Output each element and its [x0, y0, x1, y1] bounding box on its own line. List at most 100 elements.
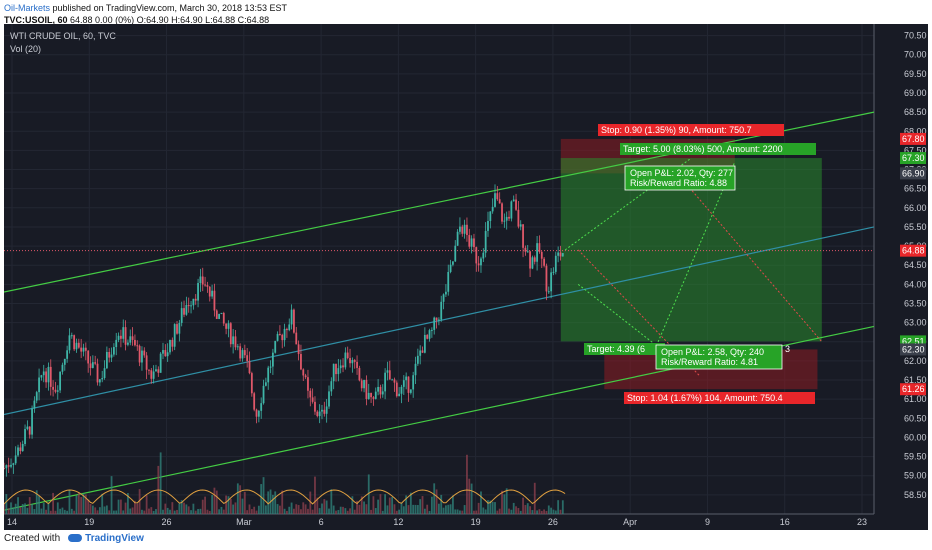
volume-bar: [253, 506, 256, 514]
candle-body: [171, 339, 174, 347]
candle-body: [155, 369, 157, 372]
volume-bar: [12, 507, 15, 514]
candle-body: [127, 342, 129, 345]
volume-bar: [463, 505, 466, 514]
volume-bar: [433, 483, 436, 514]
candle-body: [19, 447, 22, 452]
volume-bar: [136, 503, 139, 514]
volume-bar: [255, 510, 258, 514]
footer: Created with TradingView: [4, 533, 928, 549]
candle-body: [185, 305, 188, 315]
candle-body: [475, 247, 478, 264]
candle-body: [437, 319, 440, 321]
volume-bar: [526, 503, 529, 514]
volume-bar: [24, 503, 26, 514]
y-tick-label: 62.00: [904, 356, 927, 366]
volume-bar: [501, 490, 503, 514]
volume-bar: [445, 505, 447, 514]
volume-bar: [243, 491, 246, 514]
x-tick-label: 26: [162, 517, 172, 527]
volume-bar: [4, 503, 5, 514]
candle-body: [526, 251, 529, 253]
target-label-2[interactable]: Target: 4.39 (6: [584, 343, 665, 355]
volume-bar: [379, 494, 382, 514]
candle-body: [70, 335, 73, 337]
volume-bar: [162, 509, 164, 514]
candle-body: [381, 391, 384, 395]
price-badge-bg: [900, 383, 926, 396]
volume-bar: [484, 509, 487, 514]
y-tick-label: 59.00: [904, 471, 927, 481]
volume-bar: [311, 509, 314, 514]
volume-bar: [56, 502, 59, 514]
volume-bar: [199, 508, 202, 514]
stop-label-1[interactable]: Stop: 0.90 (1.35%) 90, Amount: 750.7: [598, 124, 784, 136]
candle-body: [498, 199, 501, 204]
candle-body: [169, 339, 171, 353]
volume-bar: [89, 503, 92, 514]
volume-ma-line: [4, 489, 566, 505]
candle-body: [162, 350, 164, 354]
price-badge: 62.51: [902, 336, 925, 346]
volume-bar: [250, 509, 253, 514]
candle-body: [402, 380, 405, 387]
candle-body: [260, 403, 263, 411]
candle-body: [491, 206, 494, 212]
volume-bar: [402, 506, 405, 514]
candle-body: [148, 369, 150, 371]
volume-bar: [391, 496, 394, 514]
author-link[interactable]: Oil-Markets: [4, 3, 51, 13]
volume-bar: [335, 510, 337, 514]
candle-body: [145, 355, 148, 370]
candle-body: [40, 375, 43, 378]
price-badge-bg: [900, 343, 926, 356]
candle-body: [218, 313, 221, 319]
candle-body: [52, 386, 55, 390]
volume-bar: [117, 499, 120, 514]
volume-bar: [400, 502, 403, 514]
candle-body: [384, 372, 387, 392]
candle-body: [248, 360, 251, 374]
channel-line-upper[interactable]: [4, 111, 875, 293]
volume-bar: [473, 510, 475, 514]
candle-body: [468, 235, 471, 247]
candle-body: [309, 390, 312, 398]
volume-bar: [239, 485, 242, 514]
volume-bar: [122, 510, 125, 514]
volume-bar: [63, 509, 66, 514]
volume-bar: [120, 499, 122, 514]
candle-body: [524, 247, 527, 252]
volume-bar: [309, 491, 312, 514]
candle-body: [386, 370, 389, 373]
x-tick-label: 12: [393, 517, 403, 527]
candle-body: [508, 216, 510, 219]
candle-body: [94, 362, 97, 364]
y-tick-label: 60.00: [904, 432, 927, 442]
chart-canvas[interactable]: 14 19 26 Mar 6 12 19 26 Apr 9 16 23 Stop: 0.90 (1.35…: [4, 24, 928, 530]
x-tick-label: 26: [548, 517, 558, 527]
candle-body: [297, 344, 300, 355]
volume-bar: [131, 507, 134, 514]
volume-bar: [531, 510, 534, 514]
target-label-1-bg: [620, 143, 816, 155]
candle-body: [105, 351, 108, 369]
volume-bar: [321, 503, 323, 514]
candle-body: [445, 291, 447, 295]
candle-body: [407, 376, 410, 393]
volume-bar: [278, 505, 281, 514]
price-chart[interactable]: 14 19 26 Mar 6 12 19 26 Apr 9 16 23 Stop: 0.90 (1.35…: [4, 24, 928, 530]
symbol-label: TVC:USOIL, 60: [4, 15, 68, 25]
tradingview-brand[interactable]: TradingView: [85, 533, 144, 544]
volume-bar: [82, 493, 85, 514]
candle-body: [204, 284, 206, 286]
x-tick-label: 14: [7, 517, 17, 527]
target-label-1[interactable]: Target: 5.00 (8.03%) 500, Amount: 2200: [620, 143, 816, 155]
stop-label-2[interactable]: Stop: 1.04 (1.67%) 104, Amount: 750.4: [624, 392, 815, 404]
candle-body: [14, 455, 17, 464]
candle-body: [351, 360, 354, 364]
candle-body: [365, 379, 368, 399]
volume-bar: [124, 502, 127, 514]
volume-bar: [264, 505, 267, 514]
